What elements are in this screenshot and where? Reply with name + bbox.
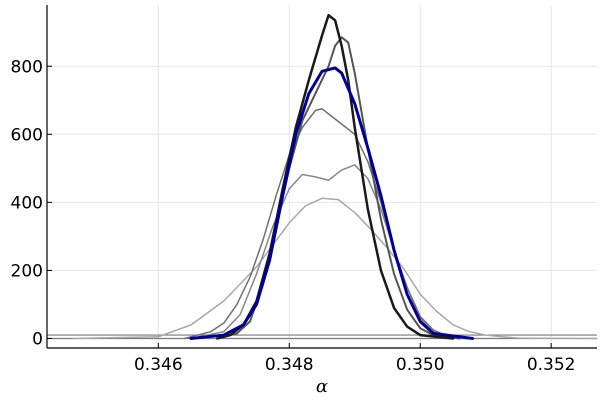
x-tick-label: 0.350	[396, 355, 445, 375]
density-series-group	[72, 13, 598, 340]
x-tick-label: 0.346	[134, 355, 183, 375]
x-axis-title: α	[316, 376, 328, 397]
y-tick-label: 800	[11, 57, 43, 77]
x-tick-label: 0.348	[265, 355, 314, 375]
axes	[46, 5, 597, 349]
density-curve-3	[183, 108, 467, 340]
density-curve-6	[189, 66, 475, 340]
y-tick-label: 600	[11, 125, 43, 145]
x-ticks: 0.346 0.348 0.350 0.352	[134, 343, 576, 375]
y-tick-label: 200	[11, 261, 43, 281]
y-tick-label: 400	[11, 193, 43, 213]
y-ticks: 0 200 400 600 800	[11, 57, 52, 349]
reference-lines	[47, 334, 597, 340]
y-tick-label: 0	[32, 329, 43, 349]
x-tick-label: 0.352	[527, 355, 576, 375]
